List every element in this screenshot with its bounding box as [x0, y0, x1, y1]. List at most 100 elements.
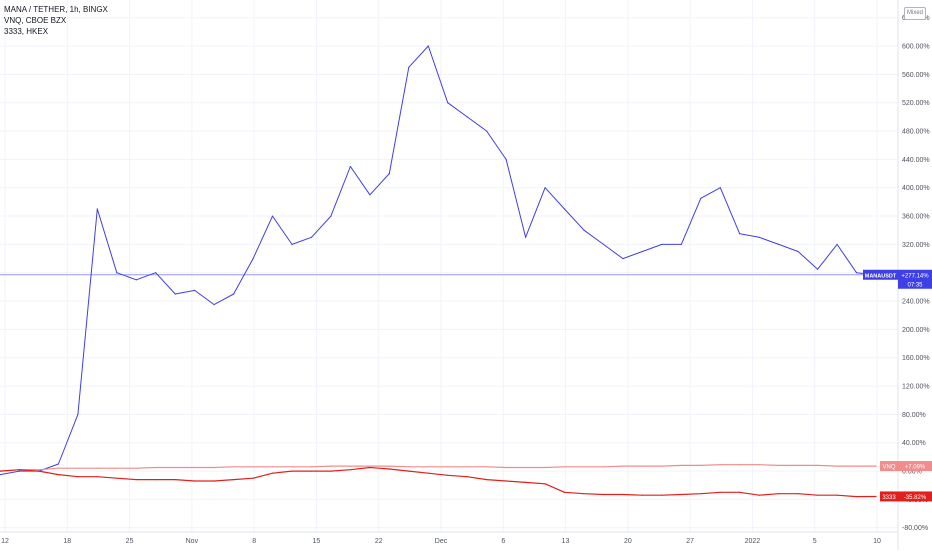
value-tag-text: +7.09% [905, 465, 926, 471]
data-point-vnq [778, 464, 780, 466]
y-tick-label: 200.00% [902, 327, 930, 334]
data-point-manausdt [758, 236, 760, 238]
symbol-tag-text: 3333 [882, 495, 896, 501]
grid [0, 0, 898, 532]
data-point-manausdt [213, 304, 215, 306]
data-point-3333 [641, 494, 644, 496]
x-tick-label: Dec [435, 538, 448, 545]
data-point-manausdt [700, 197, 702, 199]
value-tag-3333 [898, 491, 932, 502]
data-point-manausdt [739, 233, 741, 235]
data-point-vnq [252, 466, 254, 468]
data-point-3333 [525, 481, 527, 483]
data-point-vnq [96, 467, 98, 469]
data-point-vnq [797, 464, 799, 466]
data-point-3333 [505, 480, 507, 482]
data-point-3333 [875, 495, 877, 498]
legend-main-symbol[interactable]: MANA / TETHER, 1h, BINGX [4, 5, 108, 14]
data-point-3333 [563, 491, 566, 493]
data-point-manausdt [135, 279, 137, 281]
y-tick-label: 320.00% [902, 242, 930, 249]
data-point-vnq [408, 466, 410, 468]
data-point-manausdt [174, 293, 176, 295]
y-tick-label: 440.00% [902, 157, 930, 164]
series-legend: MANA / TETHER, 1h, BINGX VNQ, CBOE BZX 3… [4, 4, 108, 37]
data-point-manausdt [408, 66, 410, 68]
data-point-vnq [544, 466, 546, 469]
y-tick-label: 240.00% [902, 299, 930, 306]
data-point-3333 [739, 491, 741, 493]
data-point-manausdt [797, 250, 799, 253]
data-point-manausdt [661, 243, 663, 245]
legend-compare-3333[interactable]: 3333, HKEX [4, 27, 49, 36]
data-point-3333 [310, 470, 313, 472]
data-point-3333 [797, 493, 799, 495]
data-point-manausdt [271, 215, 274, 217]
x-tick-label: 8 [252, 538, 256, 545]
data-point-vnq [135, 467, 137, 469]
data-point-3333 [116, 477, 118, 479]
data-point-vnq [583, 466, 585, 468]
data-point-vnq [563, 466, 566, 468]
y-tick-label: 400.00% [902, 185, 930, 192]
y-tick-label: 360.00% [902, 214, 930, 221]
data-point-manausdt [719, 187, 721, 189]
data-point-manausdt [525, 236, 527, 238]
y-tick-label: 80.00% [902, 412, 926, 419]
data-point-manausdt [466, 116, 468, 118]
data-point-3333 [18, 469, 21, 471]
data-point-3333 [758, 494, 760, 496]
x-tick-label: 10 [873, 538, 881, 545]
data-point-3333 [427, 472, 429, 474]
data-point-vnq [427, 466, 429, 468]
data-point-manausdt [855, 272, 858, 274]
data-point-vnq [486, 466, 488, 468]
data-point-vnq [855, 465, 858, 467]
data-point-3333 [57, 474, 60, 476]
data-point-manausdt [486, 130, 488, 132]
x-tick-label: 20 [624, 538, 632, 545]
data-point-manausdt [602, 243, 605, 245]
x-tick-label: 25 [126, 538, 134, 545]
series-line-manausdt [0, 45, 877, 476]
data-point-vnq [622, 465, 624, 467]
x-tick-label: 22 [375, 538, 383, 545]
data-point-manausdt [57, 463, 60, 465]
data-point-vnq [602, 466, 605, 468]
y-tick-label: 160.00% [902, 355, 930, 362]
data-point-vnq [661, 465, 663, 467]
data-point-vnq [641, 465, 644, 467]
data-point-manausdt [778, 243, 780, 245]
data-point-3333 [855, 496, 858, 498]
data-point-manausdt [233, 293, 235, 295]
data-point-manausdt [447, 102, 449, 104]
y-tick-label: 520.00% [902, 100, 930, 107]
symbol-tag-vnq [880, 461, 898, 472]
data-point-3333 [369, 466, 371, 469]
data-point-manausdt [349, 165, 351, 168]
data-point-vnq [836, 465, 838, 467]
data-point-manausdt [622, 258, 624, 260]
symbol-tag-text: VNQ [882, 465, 895, 471]
series-layer [0, 45, 877, 498]
symbol-tag-mana [863, 269, 898, 280]
scale-mode-button[interactable]: Mixed [904, 7, 926, 20]
data-point-vnq [155, 466, 157, 469]
data-point-vnq [875, 465, 877, 467]
data-point-3333 [38, 470, 40, 472]
data-point-manausdt [194, 289, 196, 291]
data-point-manausdt [116, 272, 118, 274]
data-point-3333 [778, 493, 780, 495]
symbol-tag-mana-text: MANAUSDT [865, 273, 897, 279]
data-point-manausdt [388, 173, 390, 175]
legend-compare-vnq[interactable]: VNQ, CBOE BZX [4, 16, 67, 25]
y-tick-label: -80.00% [902, 525, 928, 532]
data-point-vnq [57, 467, 60, 469]
last-value-tags: MANAUSDT +277.14% 07:35 VNQ +7.09% 3333 -35.82… [863, 269, 932, 502]
time-axis[interactable]: 12 18 25 Nov 8 15 22 Dec 6 13 20 27 2022 5 10 [1, 538, 881, 545]
data-point-vnq [233, 466, 235, 468]
data-point-3333 [602, 493, 605, 496]
data-point-3333 [233, 479, 235, 481]
